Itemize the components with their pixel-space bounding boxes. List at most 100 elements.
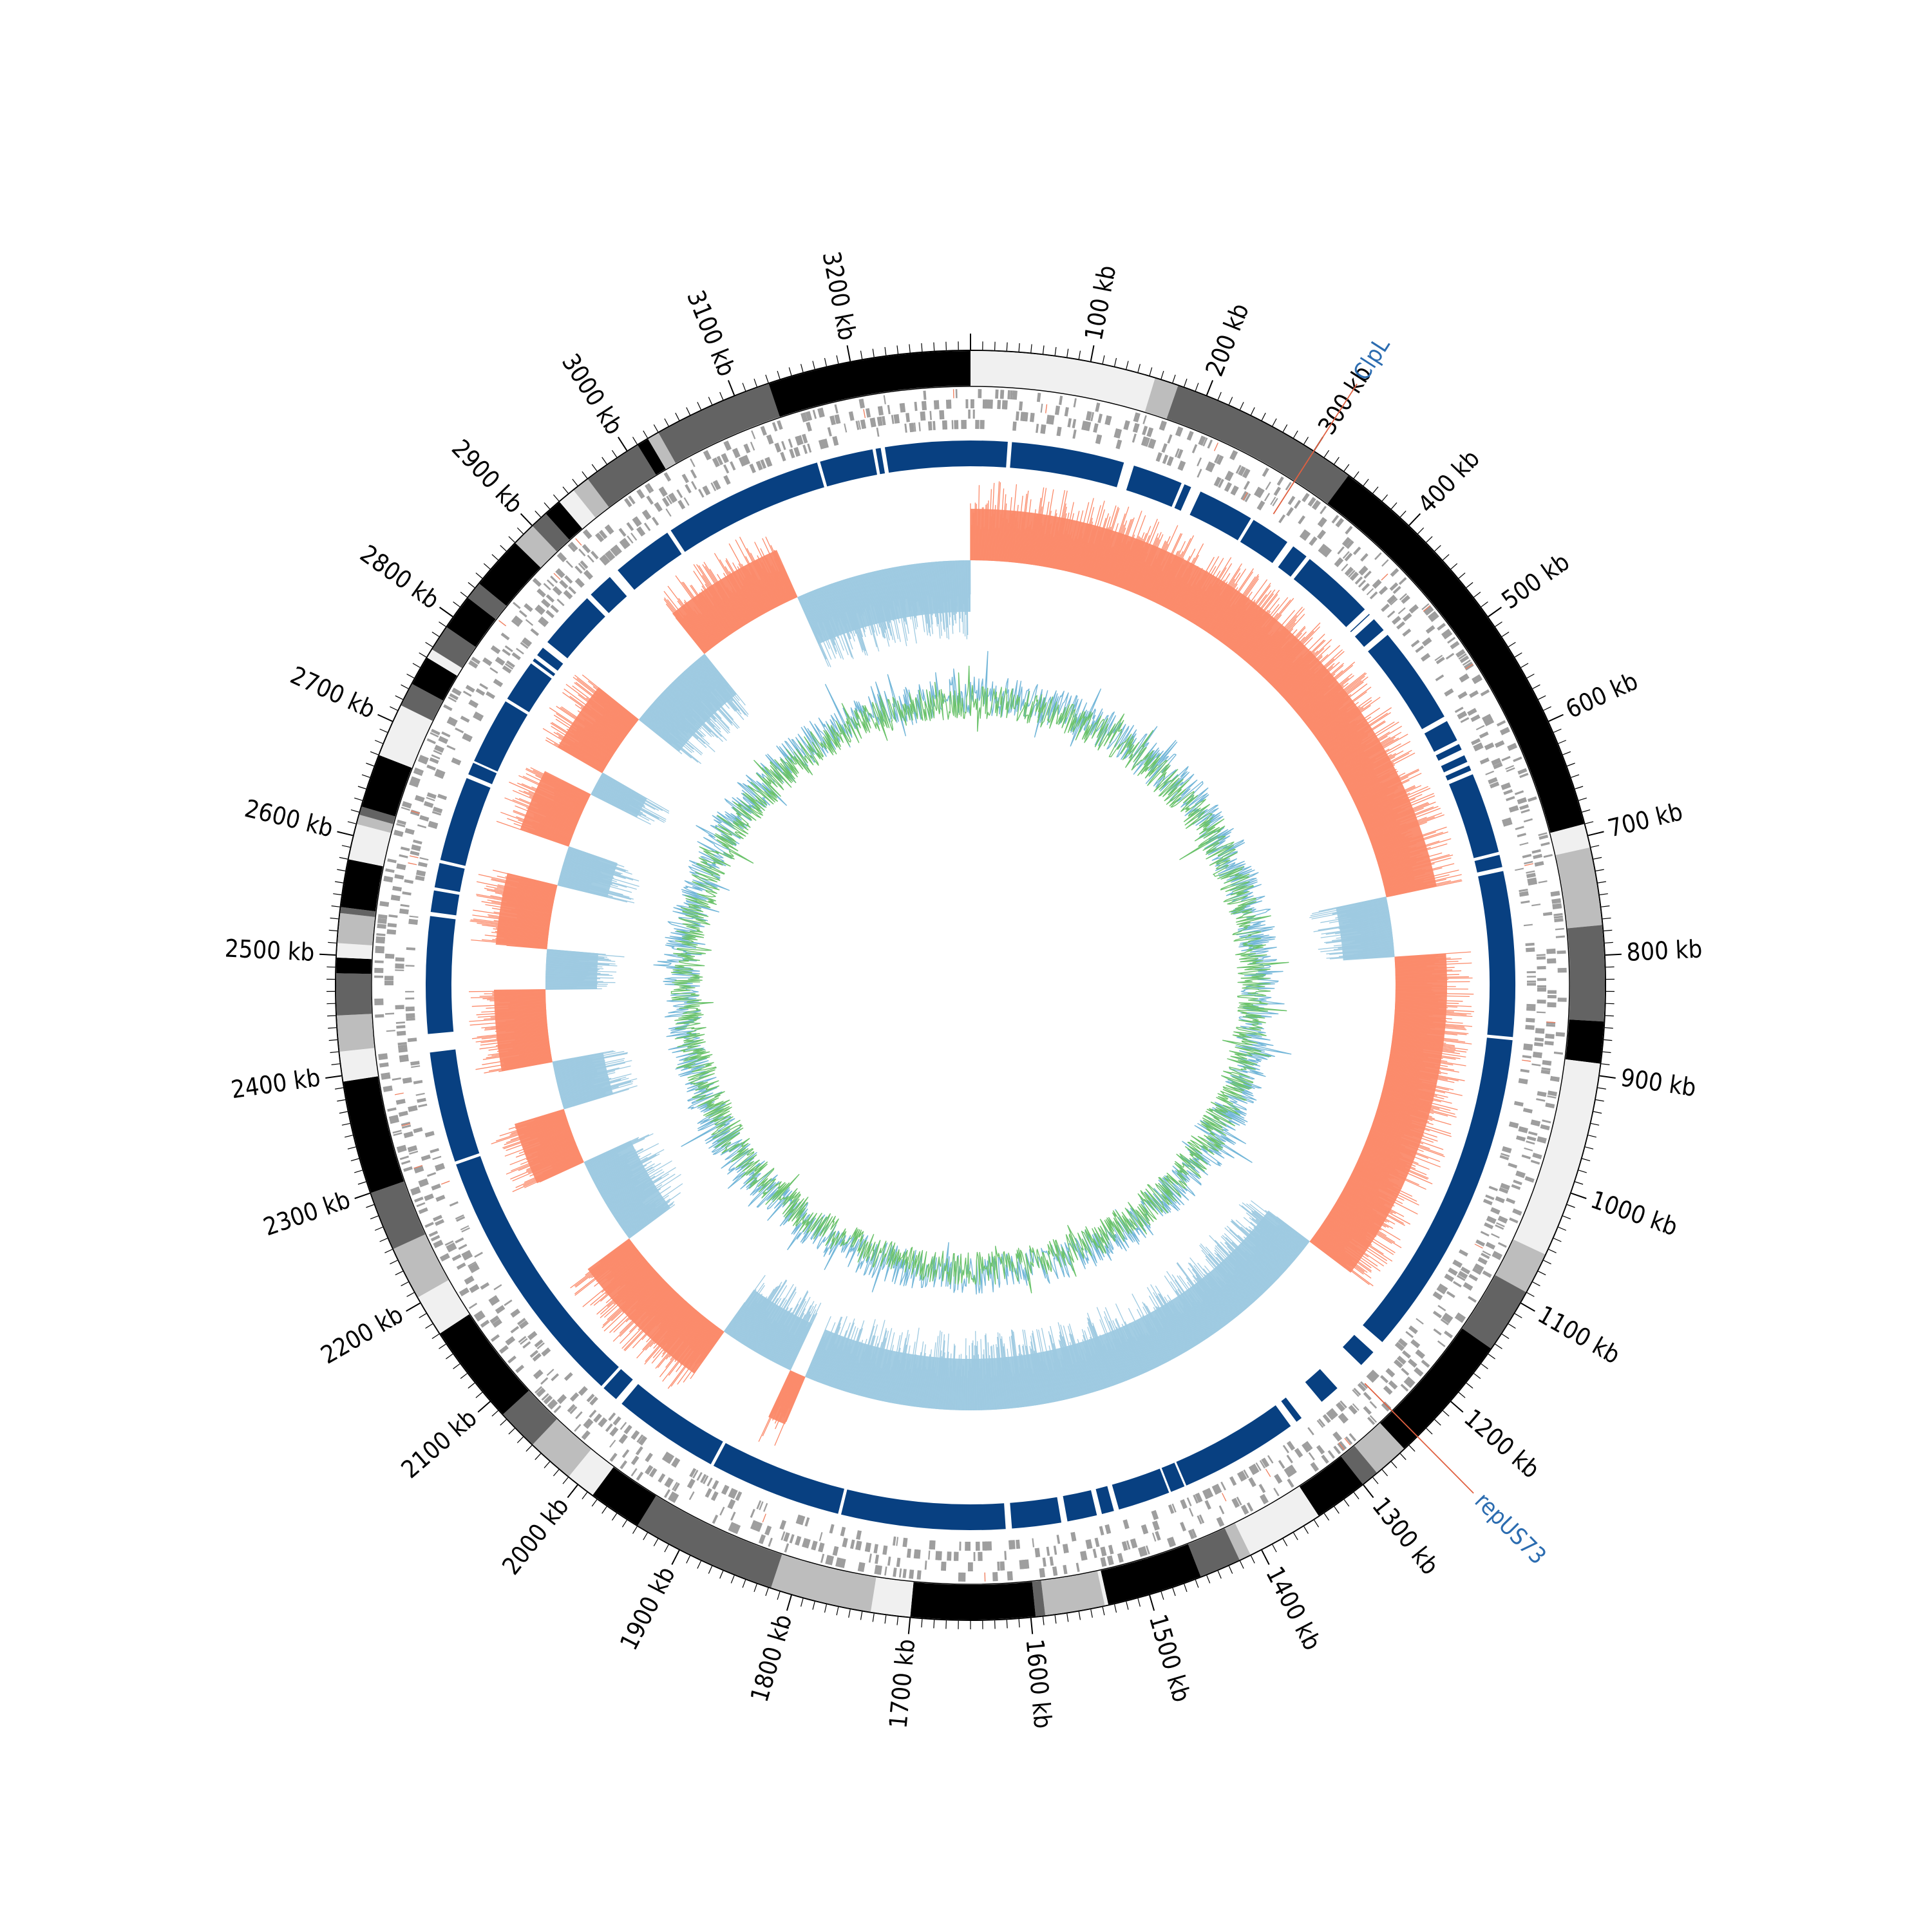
feature-block	[1180, 1499, 1188, 1510]
minor-tick	[330, 917, 339, 920]
feature-block	[431, 1183, 441, 1191]
feature-block	[1403, 1380, 1412, 1388]
feature-block	[473, 1310, 484, 1320]
feature-block	[1523, 1045, 1533, 1051]
feature-block	[1198, 1514, 1205, 1524]
minor-tick	[1473, 1373, 1481, 1379]
feature-block	[1482, 1270, 1492, 1278]
feature-block	[599, 557, 607, 566]
major-tick	[1149, 1595, 1155, 1611]
minor-tick	[675, 412, 680, 421]
feature-block	[1480, 689, 1490, 697]
feature-block	[677, 500, 686, 509]
feature-block	[1468, 710, 1477, 716]
feature-block	[504, 645, 513, 652]
feature-block	[758, 1534, 766, 1544]
feature-block	[1286, 507, 1294, 516]
minor-tick	[1520, 663, 1529, 668]
feature-block	[451, 1254, 462, 1262]
minor-tick	[1567, 1204, 1575, 1208]
feature-block	[415, 875, 425, 882]
minor-tick	[1042, 1616, 1045, 1625]
feature-block	[1499, 1155, 1510, 1160]
feature-block	[1526, 976, 1536, 978]
feature-block	[861, 399, 865, 408]
feature-block	[518, 1320, 529, 1329]
minor-tick	[1137, 364, 1141, 373]
feature-block	[506, 660, 515, 668]
feature-block	[518, 1336, 527, 1343]
feature-block	[719, 1506, 725, 1516]
feature-block	[1378, 585, 1387, 594]
feature-block	[1525, 942, 1535, 946]
feature-block	[1499, 1187, 1509, 1194]
minor-tick	[1343, 1499, 1350, 1507]
feature-block	[469, 1283, 480, 1293]
feature-block	[1242, 468, 1251, 478]
feature-block	[1545, 1103, 1555, 1109]
feature-block	[1211, 1486, 1218, 1495]
tick-label: 2300 kb	[260, 1185, 354, 1241]
contig-block	[1495, 1239, 1546, 1293]
feature-block	[490, 1298, 500, 1306]
tick-label: 700 kb	[1605, 797, 1685, 842]
feature-block	[621, 1449, 630, 1458]
feature-block	[690, 469, 697, 478]
feature-block	[666, 1454, 675, 1464]
minor-tick	[1399, 510, 1406, 518]
feature-block	[827, 427, 832, 437]
feature-block	[1490, 781, 1500, 789]
feature-block	[484, 657, 493, 664]
minor-tick	[1114, 357, 1117, 366]
feature-block	[462, 690, 472, 697]
minor-tick	[500, 1419, 507, 1426]
feature-block	[563, 590, 573, 600]
feature-block	[1538, 880, 1548, 884]
major-tick	[1363, 1484, 1374, 1499]
minor-tick	[1399, 1453, 1406, 1461]
feature-block	[635, 1446, 643, 1455]
feature-block	[1016, 411, 1019, 421]
feature-block	[781, 1531, 786, 1540]
feature-mark	[1045, 404, 1048, 413]
feature-block	[799, 1515, 806, 1526]
feature-block	[1070, 1531, 1077, 1542]
feature-block	[406, 947, 415, 951]
feature-block	[1416, 1318, 1424, 1325]
feature-block	[404, 879, 414, 884]
feature-block	[396, 1030, 406, 1034]
minor-tick	[1066, 348, 1069, 357]
minor-tick	[516, 527, 524, 535]
feature-block	[1311, 500, 1321, 510]
feature-block	[963, 420, 967, 430]
feature-block	[738, 457, 745, 467]
minor-tick	[800, 1598, 804, 1607]
feature-block	[376, 933, 386, 936]
feature-mark	[1265, 1468, 1271, 1477]
cds-segment	[1126, 466, 1182, 507]
contig-block	[1565, 1019, 1604, 1064]
minor-tick	[347, 821, 356, 824]
feature-block	[541, 1347, 551, 1357]
minor-tick	[1137, 1598, 1141, 1607]
feature-block	[589, 1409, 597, 1418]
tick-label: 1200 kb	[1459, 1403, 1545, 1484]
feature-block	[1231, 1499, 1238, 1508]
feature-block	[458, 1244, 468, 1250]
feature-block	[1535, 1028, 1545, 1034]
feature-block	[1443, 630, 1453, 639]
feature-block	[1260, 1493, 1269, 1504]
contig-block	[533, 514, 569, 552]
feature-block	[460, 1225, 469, 1231]
feature-block	[1150, 439, 1157, 450]
feature-block	[1459, 673, 1470, 683]
contig-block	[446, 598, 496, 647]
feature-block	[546, 1368, 554, 1376]
feature-block	[1486, 1215, 1497, 1224]
minor-tick	[1604, 942, 1613, 943]
feature-block	[1546, 1024, 1555, 1027]
feature-block	[435, 1219, 444, 1226]
cds-segment	[456, 1156, 619, 1387]
minor-tick	[350, 809, 359, 813]
minor-tick	[730, 1575, 735, 1584]
